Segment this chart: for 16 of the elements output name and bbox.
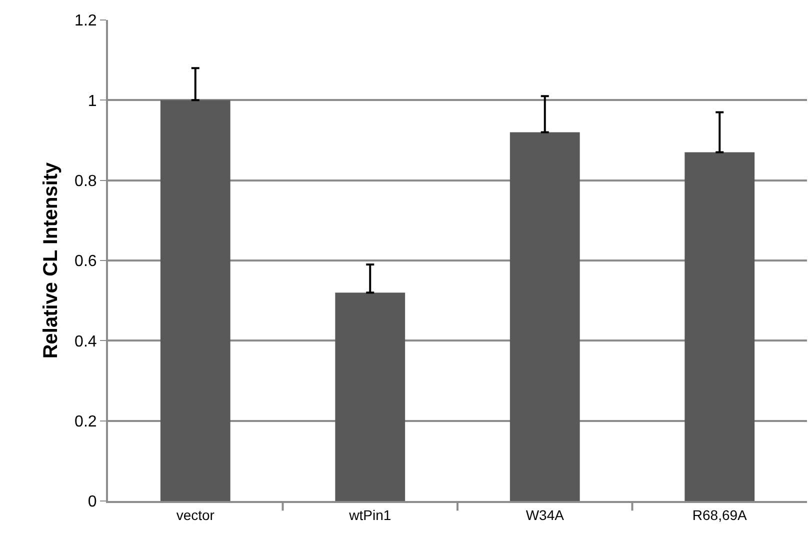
bar (160, 100, 230, 501)
y-tick-label: 0.2 (74, 413, 97, 430)
y-tick-label: 1.2 (74, 12, 97, 30)
x-tick-label: W34A (526, 506, 565, 523)
x-tick-label: wtPin1 (348, 506, 392, 523)
y-tick-label: 1 (88, 92, 97, 110)
y-tick-label: 0 (88, 494, 97, 511)
y-axis-title: Relative CL Intensity (40, 161, 62, 359)
x-tick-label: vector (176, 506, 215, 523)
bar (510, 132, 580, 501)
bar (335, 292, 406, 501)
y-tick-label: 0.6 (74, 253, 97, 270)
y-tick-label: 0.8 (74, 172, 97, 190)
bar (684, 152, 755, 501)
y-tick-label: 0.4 (74, 333, 97, 350)
x-tick-label: R68,69A (692, 506, 748, 523)
